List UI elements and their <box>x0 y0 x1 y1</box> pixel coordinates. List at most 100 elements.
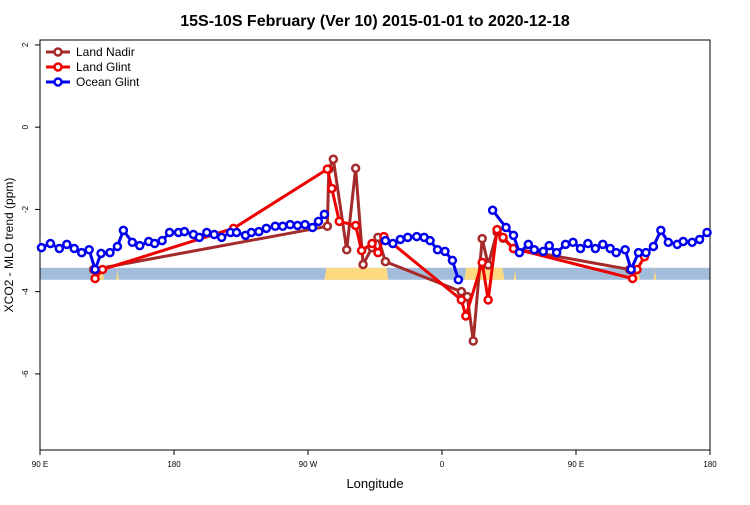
data-point <box>380 256 391 267</box>
data-point <box>453 274 464 285</box>
data-point <box>583 238 593 249</box>
legend-label: Land Glint <box>76 60 131 74</box>
x-tick-label: 180 <box>167 460 181 469</box>
data-point <box>568 237 578 248</box>
data-point <box>270 221 280 232</box>
data-point <box>560 239 571 250</box>
y-tick-label: 2 <box>21 42 30 47</box>
data-point <box>292 220 303 231</box>
data-point <box>663 237 674 248</box>
land-region <box>513 267 517 280</box>
y-tick-label: -2 <box>21 205 30 213</box>
data-point <box>403 232 413 243</box>
data-point <box>487 205 498 216</box>
data-point <box>461 311 471 321</box>
data-point <box>380 235 391 246</box>
legend-label: Ocean Glint <box>76 75 140 89</box>
data-point <box>694 234 705 245</box>
legend-marker <box>53 62 63 72</box>
data-point <box>447 255 458 266</box>
data-point <box>97 264 108 275</box>
data-point <box>350 163 361 174</box>
y-tick-label: -4 <box>21 288 30 296</box>
data-point <box>627 273 638 284</box>
x-tick-label: 180 <box>703 460 717 469</box>
data-point <box>285 219 295 230</box>
data-point <box>84 244 94 255</box>
data-point <box>358 259 368 270</box>
x-tick-label: 90 E <box>32 460 48 469</box>
data-point <box>277 221 288 232</box>
data-point <box>90 273 100 284</box>
data-point <box>118 225 129 236</box>
data-point <box>468 336 479 346</box>
data-point <box>246 227 257 238</box>
data-point <box>508 230 519 241</box>
data-point <box>231 227 242 238</box>
data-point <box>477 233 487 244</box>
data-point <box>411 231 422 242</box>
y-tick-label: 0 <box>21 124 30 129</box>
data-point <box>96 248 106 259</box>
data-point <box>254 226 264 237</box>
land-region <box>653 267 657 280</box>
data-point <box>209 229 219 240</box>
data-point <box>575 243 586 254</box>
data-point <box>641 247 651 258</box>
data-point <box>687 237 697 248</box>
data-point <box>313 216 324 227</box>
data-point <box>322 164 333 174</box>
data-point <box>216 232 227 243</box>
data-point <box>529 244 540 255</box>
data-point <box>319 209 330 220</box>
legend-marker <box>53 77 63 87</box>
y-axis-label: XCO2 - MLO trend (ppm) <box>2 178 16 313</box>
data-point <box>261 223 272 234</box>
data-point <box>551 247 562 258</box>
data-point <box>300 219 310 230</box>
data-point <box>432 244 443 255</box>
data-point <box>538 246 548 257</box>
data-point <box>483 295 493 305</box>
data-point <box>440 246 450 257</box>
data-point <box>307 222 318 233</box>
data-point <box>76 247 87 258</box>
data-point <box>179 226 190 237</box>
data-point <box>388 238 398 249</box>
legend-label: Land Nadir <box>76 45 135 59</box>
data-point <box>514 247 525 258</box>
data-point <box>90 264 100 275</box>
data-point <box>633 247 644 258</box>
data-point <box>498 232 508 243</box>
data-point <box>456 295 467 305</box>
x-tick-label: 90 W <box>299 460 318 469</box>
data-point <box>523 239 534 250</box>
data-point <box>105 247 115 258</box>
data-point <box>425 235 435 246</box>
data-point <box>598 239 608 250</box>
data-point <box>194 232 205 243</box>
data-point <box>157 235 167 246</box>
data-point <box>54 243 65 254</box>
data-point <box>328 154 339 165</box>
data-point <box>544 240 554 251</box>
data-point <box>350 220 361 231</box>
data-point <box>611 247 621 258</box>
data-point <box>322 221 333 232</box>
land-region <box>324 267 389 280</box>
data-point <box>590 243 601 254</box>
x-axis-label: Longitude <box>346 476 403 491</box>
land-region <box>115 267 119 280</box>
data-point <box>656 225 666 236</box>
chart-title: 15S-10S February (Ver 10) 2015-01-01 to … <box>180 13 570 30</box>
data-point <box>367 238 377 249</box>
data-point <box>702 227 712 238</box>
data-point <box>36 242 47 253</box>
legend-marker <box>53 47 63 57</box>
data-point <box>626 264 636 275</box>
data-point <box>202 227 212 238</box>
data-point <box>334 216 345 227</box>
data-point <box>135 240 145 251</box>
data-point <box>477 257 487 268</box>
